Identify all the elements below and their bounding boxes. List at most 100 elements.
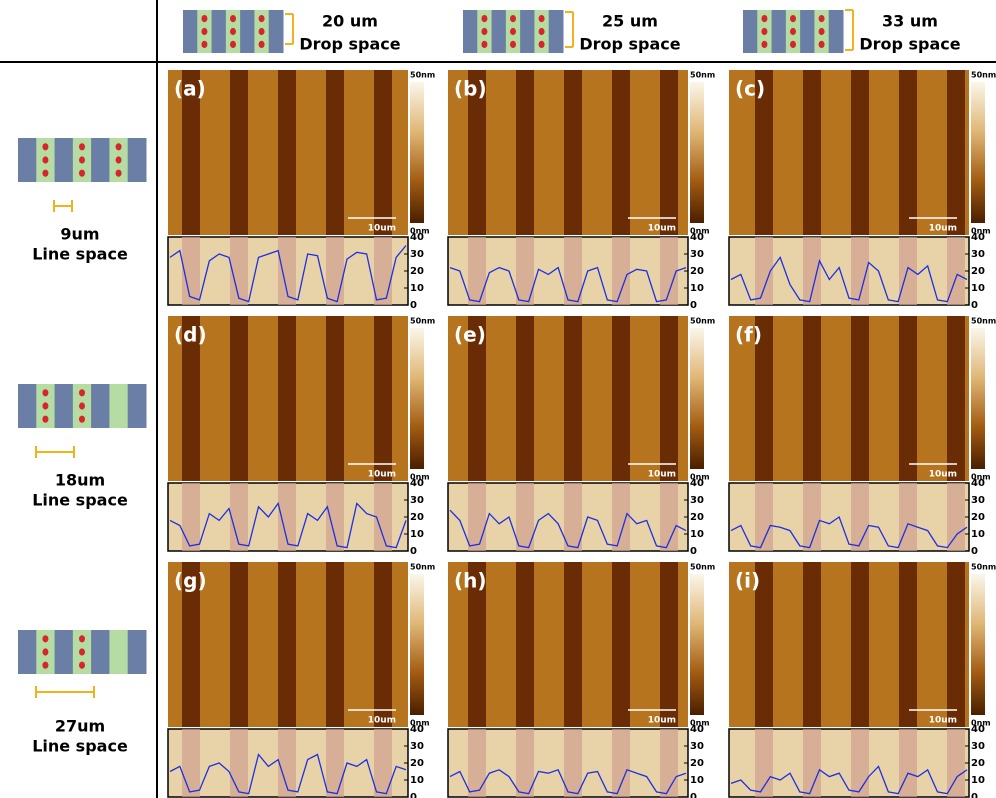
profile-line xyxy=(449,509,687,549)
colorbar xyxy=(971,328,985,469)
panel: (h) 10um 50nm 0nm 0 10 20 30 40 xyxy=(447,562,715,798)
stripe xyxy=(109,630,129,674)
profile-band xyxy=(468,729,486,797)
afm-stripe xyxy=(230,70,248,235)
row-label: Line space xyxy=(32,491,128,510)
profile-band xyxy=(182,483,200,551)
profile-line xyxy=(730,256,968,303)
y-tick-label: 40 xyxy=(690,478,704,489)
profile-band xyxy=(755,237,773,305)
drop xyxy=(79,389,85,397)
profile-band xyxy=(516,729,534,797)
drop xyxy=(230,40,236,49)
profile-band xyxy=(612,237,630,305)
drop xyxy=(42,661,49,669)
afm-stripe xyxy=(947,562,965,727)
scale-bar-label: 10um xyxy=(929,224,957,234)
drop xyxy=(79,143,85,151)
drop xyxy=(510,27,516,36)
drop xyxy=(230,15,236,23)
drop xyxy=(818,27,825,36)
drop xyxy=(761,40,768,49)
afm-stripe xyxy=(803,562,821,727)
drop xyxy=(79,415,85,423)
drop xyxy=(201,15,208,23)
y-tick-label: 10 xyxy=(410,283,424,294)
panel-label: (i) xyxy=(735,569,760,593)
stripe xyxy=(54,630,74,674)
drop xyxy=(790,27,796,36)
afm-stripe xyxy=(516,70,534,235)
colorbar xyxy=(690,82,704,223)
y-tick-label: 0 xyxy=(971,792,978,798)
stripe xyxy=(240,10,255,53)
colorbar-max: 50nm xyxy=(410,563,435,572)
colorbar-min: 0nm xyxy=(971,473,991,482)
drop xyxy=(790,40,796,49)
stripe xyxy=(828,10,844,53)
panel-label: (g) xyxy=(174,569,207,593)
scale-bar-label: 10um xyxy=(648,470,676,480)
drop xyxy=(42,648,49,656)
y-tick-label: 30 xyxy=(410,741,424,752)
afm-stripe xyxy=(278,562,296,727)
afm-stripe xyxy=(755,70,773,235)
colorbar-min: 0nm xyxy=(410,227,430,236)
afm-stripe xyxy=(182,70,200,235)
profile-band xyxy=(947,729,965,797)
schematic xyxy=(463,10,564,53)
afm-stripe xyxy=(851,70,869,235)
stripe xyxy=(18,630,37,674)
drop xyxy=(510,15,516,23)
afm-stripe xyxy=(564,70,582,235)
colorbar-max: 50nm xyxy=(690,71,715,80)
profile-band xyxy=(278,237,296,305)
profile-band xyxy=(803,729,821,797)
stripe xyxy=(268,10,284,53)
colorbar-min: 0nm xyxy=(690,473,710,482)
drop xyxy=(115,169,122,177)
drop xyxy=(818,40,825,49)
y-tick-label: 10 xyxy=(410,775,424,786)
y-tick-label: 30 xyxy=(690,249,704,260)
scale-bar-label: 10um xyxy=(368,470,396,480)
y-tick-label: 40 xyxy=(410,232,424,243)
stripe xyxy=(109,384,129,428)
y-tick-label: 0 xyxy=(971,546,978,557)
panel-label: (d) xyxy=(174,323,207,347)
drop xyxy=(201,27,208,36)
afm-stripe xyxy=(374,316,392,481)
schematic xyxy=(18,138,147,182)
drop xyxy=(481,40,488,49)
scale-bar-label: 10um xyxy=(368,716,396,726)
profile-band xyxy=(468,237,486,305)
drop xyxy=(79,661,85,669)
colorbar xyxy=(410,82,424,223)
colorbar xyxy=(410,574,424,715)
afm-stripe xyxy=(182,562,200,727)
scale-bar-label: 10um xyxy=(929,470,957,480)
colorbar-max: 50nm xyxy=(690,317,715,326)
y-tick-label: 0 xyxy=(410,546,417,557)
colorbar xyxy=(971,82,985,223)
y-tick-label: 40 xyxy=(690,724,704,735)
scale-bar-label: 10um xyxy=(648,716,676,726)
afm-stripe xyxy=(947,316,965,481)
y-tick-label: 30 xyxy=(971,741,985,752)
profile-band xyxy=(612,729,630,797)
row-space: 27um xyxy=(55,717,105,736)
panel-label: (a) xyxy=(174,77,206,101)
stripe xyxy=(54,384,74,428)
drop xyxy=(481,27,488,36)
panel: (c) 10um 50nm 0nm 0 10 20 30 40 xyxy=(728,70,996,311)
row-space: 18um xyxy=(55,471,105,490)
afm-stripe xyxy=(468,70,486,235)
scale-bar-label: 10um xyxy=(368,224,396,234)
afm-stripe xyxy=(899,316,917,481)
y-tick-label: 0 xyxy=(690,546,697,557)
drop xyxy=(79,169,85,177)
stripe xyxy=(54,138,74,182)
y-tick-label: 20 xyxy=(410,758,424,769)
colorbar-max: 50nm xyxy=(690,563,715,572)
